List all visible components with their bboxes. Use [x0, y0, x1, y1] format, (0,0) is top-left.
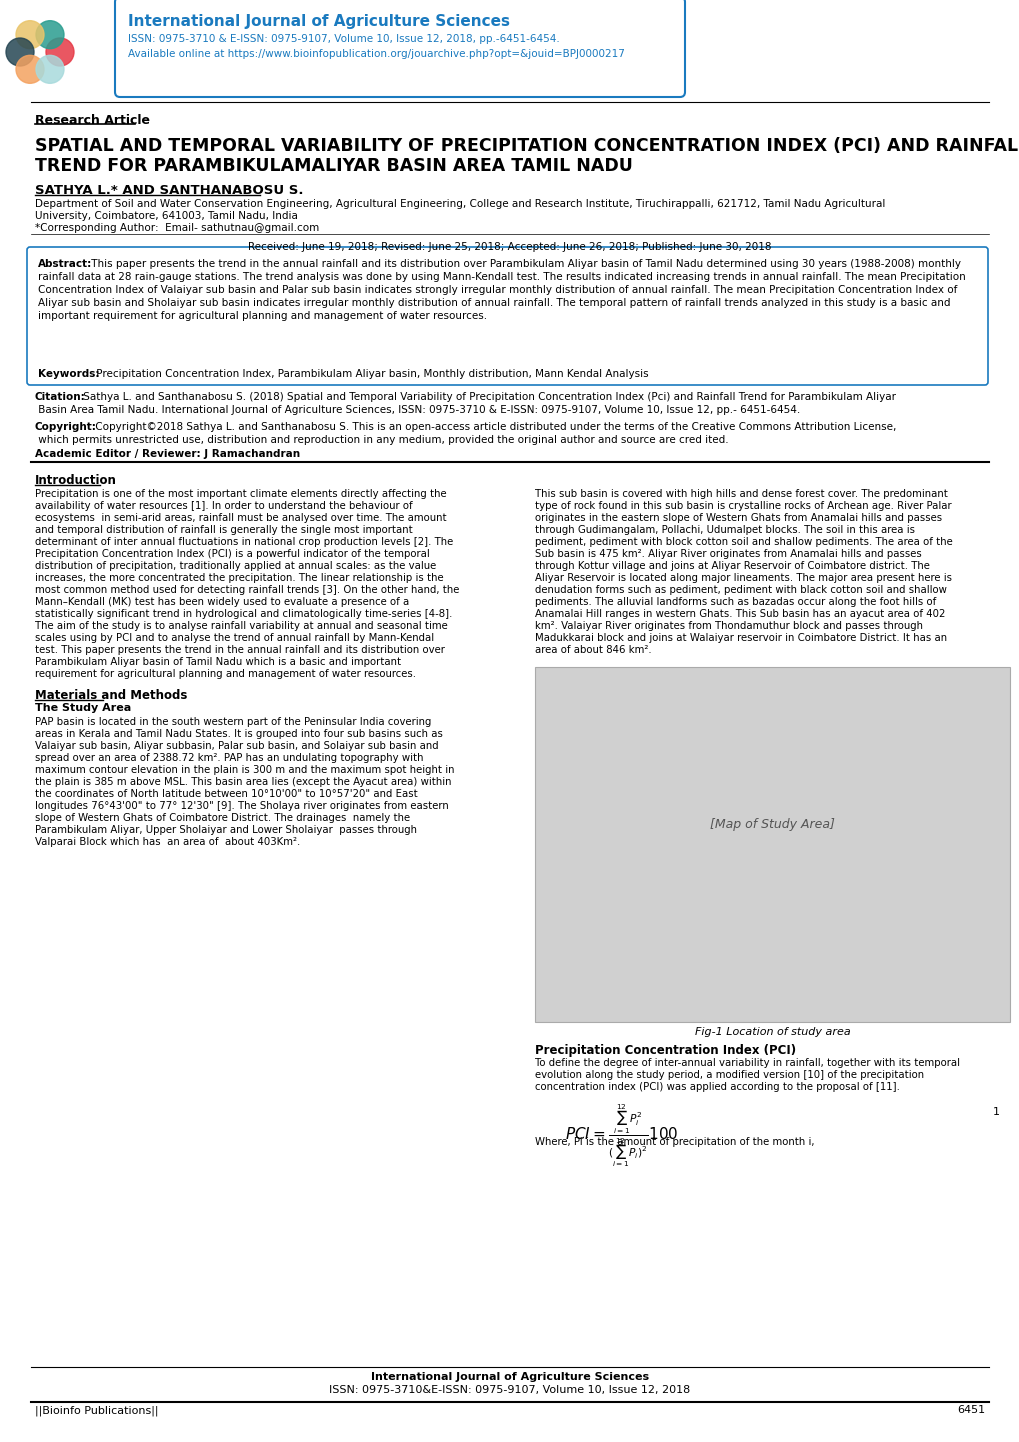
FancyBboxPatch shape [26, 247, 987, 385]
Text: Concentration Index of Valaiyar sub basin and Palar sub basin indicates strongly: Concentration Index of Valaiyar sub basi… [38, 286, 957, 296]
Text: Received: June 19, 2018; Revised: June 25, 2018; Accepted: June 26, 2018; Publis: Received: June 19, 2018; Revised: June 2… [248, 242, 771, 252]
Text: Mann–Kendall (MK) test has been widely used to evaluate a presence of a: Mann–Kendall (MK) test has been widely u… [35, 597, 409, 607]
Text: important requirement for agricultural planning and management of water resource: important requirement for agricultural p… [38, 311, 487, 322]
Circle shape [16, 20, 44, 49]
Text: Aliyar Reservoir is located along major lineaments. The major area present here : Aliyar Reservoir is located along major … [535, 572, 951, 583]
Text: Introduction: Introduction [35, 474, 117, 487]
Text: most common method used for detecting rainfall trends [3]. On the other hand, th: most common method used for detecting ra… [35, 585, 459, 596]
Text: Abstract:: Abstract: [38, 260, 92, 270]
Text: ||Bioinfo Publications||: ||Bioinfo Publications|| [35, 1405, 158, 1416]
Text: Aliyar sub basin and Sholaiyar sub basin indicates irregular monthly distributio: Aliyar sub basin and Sholaiyar sub basin… [38, 298, 950, 309]
Text: pediment, pediment with block cotton soil and shallow pediments. The area of the: pediment, pediment with block cotton soi… [535, 536, 952, 547]
Text: the coordinates of North latitude between 10°10'00" to 10°57'20" and East: the coordinates of North latitude betwee… [35, 789, 418, 799]
Text: Precipitation Concentration Index (PCI) is a powerful indicator of the temporal: Precipitation Concentration Index (PCI) … [35, 549, 429, 559]
Text: Madukkarai block and joins at Walaiyar reservoir in Coimbatore District. It has : Madukkarai block and joins at Walaiyar r… [535, 633, 947, 643]
Text: determinant of inter annual fluctuations in national crop production levels [2].: determinant of inter annual fluctuations… [35, 536, 452, 547]
Text: availability of water resources [1]. In order to understand the behaviour of: availability of water resources [1]. In … [35, 500, 413, 510]
Text: which permits unrestricted use, distribution and reproduction in any medium, pro: which permits unrestricted use, distribu… [35, 435, 728, 446]
Circle shape [36, 55, 64, 84]
Text: International Journal of Agriculture Sciences: International Journal of Agriculture Sci… [371, 1371, 648, 1381]
Text: [Map of Study Area]: [Map of Study Area] [709, 818, 835, 831]
Text: This paper presents the trend in the annual rainfall and its distribution over P: This paper presents the trend in the ann… [88, 260, 960, 270]
FancyBboxPatch shape [535, 668, 1009, 1022]
Text: Precipitation Concentration Index (PCI): Precipitation Concentration Index (PCI) [535, 1044, 796, 1057]
Text: Department of Soil and Water Conservation Engineering, Agricultural Engineering,: Department of Soil and Water Conservatio… [35, 199, 884, 209]
Text: evolution along the study period, a modified version [10] of the precipitation: evolution along the study period, a modi… [535, 1070, 923, 1080]
Text: maximum contour elevation in the plain is 300 m and the maximum spot height in: maximum contour elevation in the plain i… [35, 766, 454, 774]
Text: Academic Editor / Reviewer: J Ramachandran: Academic Editor / Reviewer: J Ramachandr… [35, 448, 300, 459]
Text: Valaiyar sub basin, Aliyar subbasin, Palar sub basin, and Solaiyar sub basin and: Valaiyar sub basin, Aliyar subbasin, Pal… [35, 741, 438, 751]
Text: slope of Western Ghats of Coimbatore District. The drainages  namely the: slope of Western Ghats of Coimbatore Dis… [35, 813, 410, 823]
Text: Materials and Methods: Materials and Methods [35, 689, 187, 702]
Text: $PCI = \frac{\sum_{i=1}^{12} P_i^2}{(\sum_{i=1}^{12} P_i)^2} 100$: $PCI = \frac{\sum_{i=1}^{12} P_i^2}{(\su… [565, 1102, 678, 1169]
FancyBboxPatch shape [115, 0, 685, 97]
Text: Available online at https://www.bioinfopublication.org/jouarchive.php?opt=&jouid: Available online at https://www.bioinfop… [127, 49, 625, 59]
Text: ISSN: 0975-3710 & E-ISSN: 0975-9107, Volume 10, Issue 12, 2018, pp.-6451-6454.: ISSN: 0975-3710 & E-ISSN: 0975-9107, Vol… [127, 35, 559, 45]
Text: This sub basin is covered with high hills and dense forest cover. The predominan: This sub basin is covered with high hill… [535, 489, 947, 499]
Text: rainfall data at 28 rain-gauge stations. The trend analysis was done by using Ma: rainfall data at 28 rain-gauge stations.… [38, 273, 965, 283]
Text: Copyright:: Copyright: [35, 423, 97, 433]
Circle shape [6, 37, 34, 66]
Text: ISSN: 0975-3710&E-ISSN: 0975-9107, Volume 10, Issue 12, 2018: ISSN: 0975-3710&E-ISSN: 0975-9107, Volum… [329, 1384, 690, 1394]
Text: Parambikulam Aliyar, Upper Sholaiyar and Lower Sholaiyar  passes through: Parambikulam Aliyar, Upper Sholaiyar and… [35, 825, 417, 835]
Text: Fig-1 Location of study area: Fig-1 Location of study area [694, 1027, 850, 1037]
Text: TREND FOR PARAMBIKULAMALIYAR BASIN AREA TAMIL NADU: TREND FOR PARAMBIKULAMALIYAR BASIN AREA … [35, 157, 632, 174]
Text: longitudes 76°43'00" to 77° 12'30" [9]. The Sholaya river originates from easter: longitudes 76°43'00" to 77° 12'30" [9]. … [35, 800, 448, 810]
Text: 1: 1 [993, 1107, 999, 1118]
Text: Copyright©2018 Sathya L. and Santhanabosu S. This is an open-access article dist: Copyright©2018 Sathya L. and Santhanabos… [92, 423, 896, 433]
Text: through Gudimangalam, Pollachi, Udumalpet blocks. The soil in this area is: through Gudimangalam, Pollachi, Udumalpe… [535, 525, 914, 535]
Text: areas in Kerala and Tamil Nadu States. It is grouped into four sub basins such a: areas in Kerala and Tamil Nadu States. I… [35, 730, 442, 738]
Text: distribution of precipitation, traditionally applied at annual scales: as the va: distribution of precipitation, tradition… [35, 561, 436, 571]
Text: requirement for agricultural planning and management of water resources.: requirement for agricultural planning an… [35, 669, 416, 679]
Text: Where, Pi is the amount of precipitation of the month i,: Where, Pi is the amount of precipitation… [535, 1136, 814, 1146]
Circle shape [16, 55, 44, 84]
Text: area of about 846 km².: area of about 846 km². [535, 645, 651, 655]
Text: km². Valaiyar River originates from Thondamuthur block and passes through: km². Valaiyar River originates from Thon… [535, 622, 922, 632]
Text: spread over an area of 2388.72 km². PAP has an undulating topography with: spread over an area of 2388.72 km². PAP … [35, 753, 423, 763]
Text: through Kottur village and joins at Aliyar Reservoir of Coimbatore district. The: through Kottur village and joins at Aliy… [535, 561, 929, 571]
Text: concentration index (PCI) was applied according to the proposal of [11].: concentration index (PCI) was applied ac… [535, 1082, 899, 1092]
Text: Parambikulam Aliyar basin of Tamil Nadu which is a basic and important: Parambikulam Aliyar basin of Tamil Nadu … [35, 658, 400, 668]
Text: Research Article: Research Article [35, 114, 150, 127]
Text: The Study Area: The Study Area [35, 704, 131, 712]
Text: Sathya L. and Santhanabosu S. (2018) Spatial and Temporal Variability of Precipi: Sathya L. and Santhanabosu S. (2018) Spa… [79, 392, 895, 402]
Text: International Journal of Agriculture Sciences: International Journal of Agriculture Sci… [127, 14, 510, 29]
Text: Precipitation Concentration Index, Parambikulam Aliyar basin, Monthly distributi: Precipitation Concentration Index, Param… [93, 369, 648, 379]
Text: scales using by PCI and to analyse the trend of annual rainfall by Mann-Kendal: scales using by PCI and to analyse the t… [35, 633, 434, 643]
Text: pediments. The alluvial landforms such as bazadas occur along the foot hills of: pediments. The alluvial landforms such a… [535, 597, 935, 607]
Text: Valparai Block which has  an area of  about 403Km².: Valparai Block which has an area of abou… [35, 836, 300, 846]
Text: 6451: 6451 [956, 1405, 984, 1415]
Text: Basin Area Tamil Nadu. International Journal of Agriculture Sciences, ISSN: 0975: Basin Area Tamil Nadu. International Jou… [35, 405, 800, 415]
Text: University, Coimbatore, 641003, Tamil Nadu, India: University, Coimbatore, 641003, Tamil Na… [35, 211, 298, 221]
Text: Precipitation is one of the most important climate elements directly affecting t: Precipitation is one of the most importa… [35, 489, 446, 499]
Text: To define the degree of inter-annual variability in rainfall, together with its : To define the degree of inter-annual var… [535, 1058, 959, 1069]
Text: statistically significant trend in hydrological and climatologically time-series: statistically significant trend in hydro… [35, 609, 452, 619]
Text: increases, the more concentrated the precipitation. The linear relationship is t: increases, the more concentrated the pre… [35, 572, 443, 583]
Text: originates in the eastern slope of Western Ghats from Anamalai hills and passes: originates in the eastern slope of Weste… [535, 513, 942, 523]
Text: test. This paper presents the trend in the annual rainfall and its distribution : test. This paper presents the trend in t… [35, 645, 444, 655]
Text: type of rock found in this sub basin is crystalline rocks of Archean age. River : type of rock found in this sub basin is … [535, 500, 951, 510]
Text: Citation:: Citation: [35, 392, 86, 402]
Text: and temporal distribution of rainfall is generally the single most important: and temporal distribution of rainfall is… [35, 525, 413, 535]
Text: The aim of the study is to analyse rainfall variability at annual and seasonal t: The aim of the study is to analyse rainf… [35, 622, 447, 632]
Text: *Corresponding Author:  Email- sathutnau@gmail.com: *Corresponding Author: Email- sathutnau@… [35, 224, 319, 234]
Text: PAP basin is located in the south western part of the Peninsular India covering: PAP basin is located in the south wester… [35, 717, 431, 727]
Text: ecosystems  in semi-arid areas, rainfall must be analysed over time. The amount: ecosystems in semi-arid areas, rainfall … [35, 513, 446, 523]
Text: Sub basin is 475 km². Aliyar River originates from Anamalai hills and passes: Sub basin is 475 km². Aliyar River origi… [535, 549, 921, 559]
Text: Anamalai Hill ranges in western Ghats. This Sub basin has an ayacut area of 402: Anamalai Hill ranges in western Ghats. T… [535, 609, 945, 619]
Text: Keywords:: Keywords: [38, 369, 100, 379]
Text: SATHYA L.* AND SANTHANABOSU S.: SATHYA L.* AND SANTHANABOSU S. [35, 185, 304, 198]
Text: denudation forms such as pediment, pediment with black cotton soil and shallow: denudation forms such as pediment, pedim… [535, 585, 946, 596]
Circle shape [46, 37, 74, 66]
Circle shape [36, 20, 64, 49]
Text: SPATIAL AND TEMPORAL VARIABILITY OF PRECIPITATION CONCENTRATION INDEX (PCI) AND : SPATIAL AND TEMPORAL VARIABILITY OF PREC… [35, 137, 1019, 154]
Text: the plain is 385 m above MSL. This basin area lies (except the Ayacut area) with: the plain is 385 m above MSL. This basin… [35, 777, 451, 787]
